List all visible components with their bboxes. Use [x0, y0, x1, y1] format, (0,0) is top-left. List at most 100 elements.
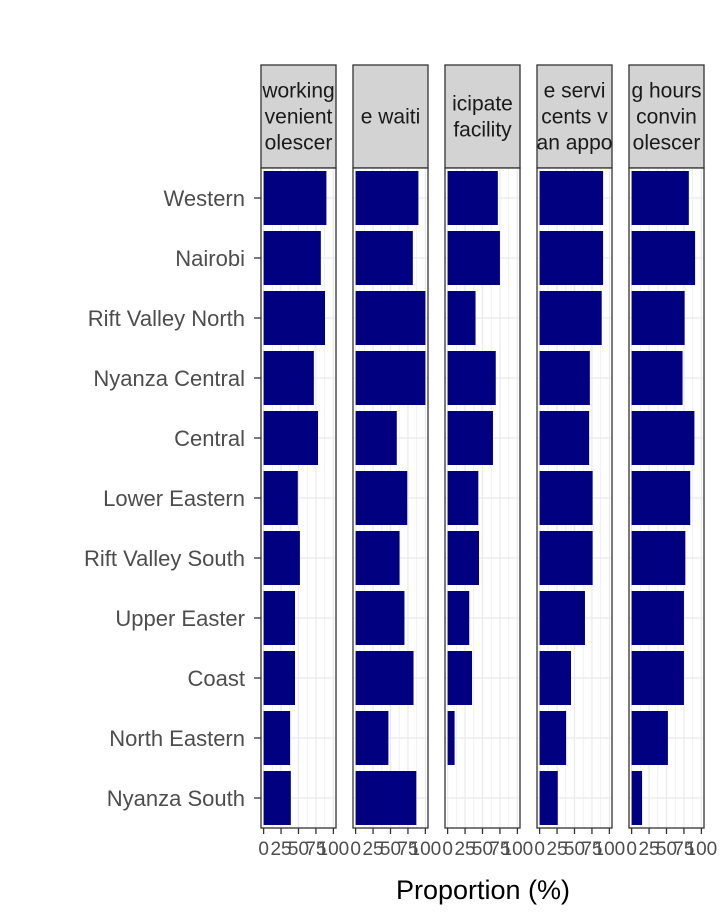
bar — [263, 291, 326, 345]
bar — [355, 531, 400, 585]
region-label: Western — [163, 186, 245, 211]
facet-strip-text: icipate — [452, 93, 513, 116]
x-tick-label: 75 — [581, 839, 602, 860]
bar — [539, 291, 602, 345]
bar — [263, 531, 300, 585]
bar — [263, 591, 296, 645]
x-tick-label: 75 — [673, 839, 694, 860]
x-tick-label: 75 — [489, 839, 510, 860]
x-tick-label: 0 — [534, 839, 545, 860]
x-tick-label: 0 — [258, 839, 269, 860]
bar — [355, 411, 397, 465]
bar — [631, 351, 683, 405]
bar — [447, 591, 470, 645]
x-tick-label: 50 — [288, 839, 309, 860]
x-tick-label: 100 — [410, 839, 442, 860]
region-label: Nairobi — [175, 246, 245, 271]
bar — [631, 291, 685, 345]
bar — [631, 651, 684, 705]
facet-strip-text: e servi — [544, 80, 606, 103]
facet-strip-text: an appo — [537, 132, 613, 155]
bar — [539, 651, 572, 705]
bar — [631, 471, 691, 525]
facet-strip — [536, 64, 613, 169]
bar — [631, 171, 689, 225]
bar — [539, 351, 590, 405]
region-label: Rift Valley North — [88, 306, 245, 331]
x-tick-label: 25 — [454, 839, 475, 860]
bar — [447, 171, 498, 225]
bar — [447, 411, 493, 465]
x-tick-label: 100 — [594, 839, 626, 860]
bar — [263, 231, 321, 285]
bar — [355, 471, 408, 525]
region-label: Lower Eastern — [103, 486, 245, 511]
bar — [355, 591, 405, 645]
bar — [447, 291, 476, 345]
bar — [539, 711, 567, 765]
facet-strip-text: facility — [453, 119, 512, 142]
facet-strip — [352, 64, 429, 169]
bar — [355, 231, 413, 285]
facet-strip-text: olescer — [265, 132, 333, 155]
x-tick-label: 75 — [397, 839, 418, 860]
bar — [447, 471, 479, 525]
facet-strip-text: working — [261, 80, 334, 103]
bar — [539, 531, 593, 585]
bar — [355, 171, 419, 225]
bar — [631, 531, 686, 585]
bar — [447, 351, 496, 405]
bar — [355, 771, 417, 825]
bar — [447, 531, 480, 585]
facet-strip-text: cents v — [541, 106, 608, 129]
bar — [447, 651, 473, 705]
x-axis-title: Proportion (%) — [396, 875, 570, 905]
bar — [263, 411, 319, 465]
facet-strip-text: convin — [636, 106, 697, 129]
x-tick-label: 25 — [270, 839, 291, 860]
bar — [539, 231, 604, 285]
facet-strip-text: olescer — [633, 132, 701, 155]
bar — [447, 231, 500, 285]
facet-strip — [444, 64, 521, 169]
region-label: Central — [174, 426, 245, 451]
bar — [539, 411, 590, 465]
bar — [263, 351, 314, 405]
bar — [631, 411, 695, 465]
bar — [539, 771, 558, 825]
bar — [447, 711, 455, 765]
bar — [355, 711, 389, 765]
x-tick-label: 50 — [380, 839, 401, 860]
x-tick-label: 100 — [502, 839, 534, 860]
facet-strip-text: venient — [265, 106, 333, 129]
region-label: Rift Valley South — [84, 546, 245, 571]
region-label: Nyanza South — [107, 786, 245, 811]
bar — [355, 291, 426, 345]
region-label: Coast — [188, 666, 245, 691]
facet-strip — [628, 64, 705, 169]
bar — [263, 771, 291, 825]
x-tick-label: 25 — [362, 839, 383, 860]
region-labels: Western Nairobi Rift Valley North Nyanza Ce… — [84, 186, 261, 811]
bar — [263, 171, 327, 225]
bar — [631, 231, 696, 285]
bar — [263, 711, 291, 765]
bar — [263, 471, 298, 525]
facet-strip-text: e waiti — [361, 106, 421, 129]
x-tick-label: 50 — [564, 839, 585, 860]
x-tick-label: 0 — [626, 839, 637, 860]
x-tick-label: 100 — [686, 839, 718, 860]
x-tick-label: 50 — [656, 839, 677, 860]
x-tick-label: 0 — [442, 839, 453, 860]
bar — [539, 171, 604, 225]
facet-strip — [260, 64, 337, 169]
x-tick-label: 25 — [638, 839, 659, 860]
facet-strip-text: g hours — [631, 80, 701, 103]
bar — [539, 471, 593, 525]
